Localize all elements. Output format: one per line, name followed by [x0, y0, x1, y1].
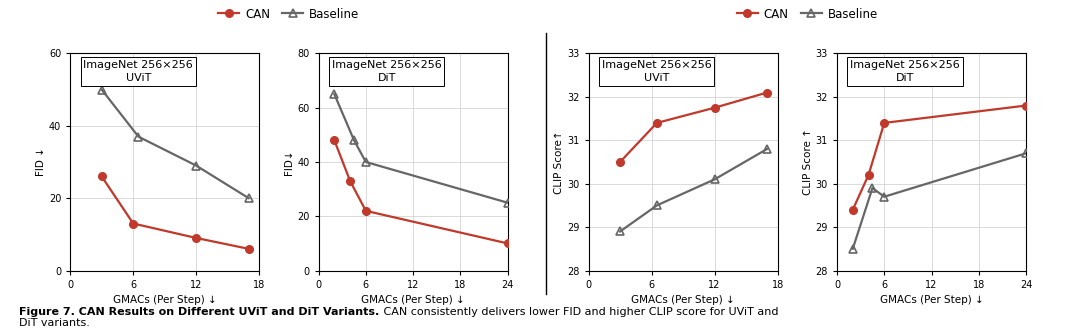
Text: CAN consistently delivers lower FID and higher CLIP score for UViT and: CAN consistently delivers lower FID and … — [380, 307, 779, 317]
X-axis label: GMACs (Per Step) ↓: GMACs (Per Step) ↓ — [112, 295, 217, 305]
Y-axis label: CLIP Score ↑: CLIP Score ↑ — [802, 129, 813, 195]
Y-axis label: CLIP Score↑: CLIP Score↑ — [554, 130, 565, 194]
Y-axis label: FID ↓: FID ↓ — [36, 148, 46, 176]
Y-axis label: FID↓: FID↓ — [284, 149, 295, 175]
Text: DiT variants.: DiT variants. — [19, 318, 91, 328]
Text: CAN consistently delivers lower FID and higher CLIP score for UViT and: CAN consistently delivers lower FID and … — [380, 307, 779, 317]
Text: ImageNet 256×256
DiT: ImageNet 256×256 DiT — [332, 60, 442, 83]
Text: ImageNet 256×256
UViT: ImageNet 256×256 UViT — [602, 60, 712, 83]
Legend: CAN, Baseline: CAN, Baseline — [218, 8, 360, 21]
X-axis label: GMACs (Per Step) ↓: GMACs (Per Step) ↓ — [879, 295, 984, 305]
X-axis label: GMACs (Per Step) ↓: GMACs (Per Step) ↓ — [631, 295, 735, 305]
Text: ImageNet 256×256
DiT: ImageNet 256×256 DiT — [850, 60, 960, 83]
Text: ImageNet 256×256
UViT: ImageNet 256×256 UViT — [83, 60, 193, 83]
Legend: CAN, Baseline: CAN, Baseline — [737, 8, 878, 21]
X-axis label: GMACs (Per Step) ↓: GMACs (Per Step) ↓ — [361, 295, 465, 305]
Text: Figure 7. CAN Results on Different UViT and DiT Variants.: Figure 7. CAN Results on Different UViT … — [19, 307, 380, 317]
